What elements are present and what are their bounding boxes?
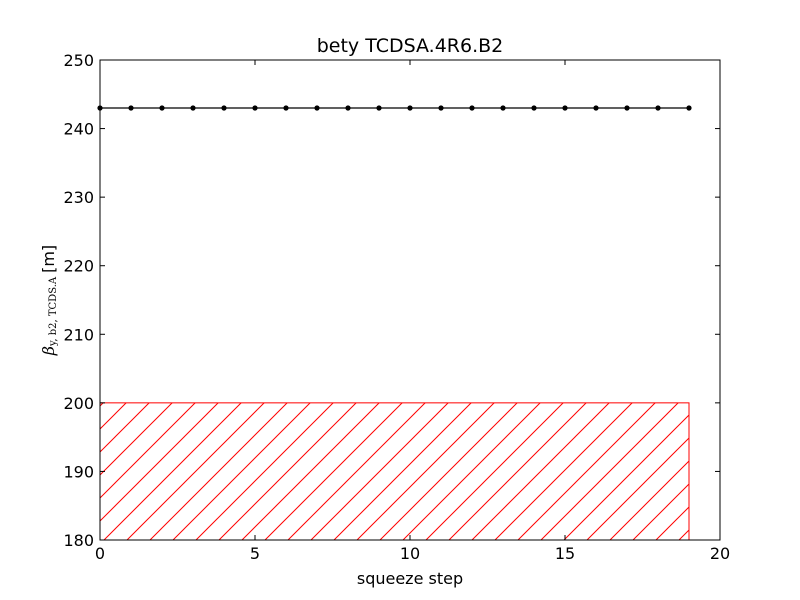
svg-text:βy, b2, TCDS.A[m]: βy, b2, TCDS.A [m] — [39, 245, 59, 356]
data-point — [159, 105, 165, 111]
x-tick-label: 5 — [250, 544, 260, 563]
data-point — [314, 105, 320, 111]
data-point — [531, 105, 537, 111]
data-point — [593, 105, 599, 111]
data-point — [128, 105, 134, 111]
data-point — [469, 105, 475, 111]
y-tick-label: 210 — [63, 325, 94, 344]
x-axis-label: squeeze step — [357, 569, 463, 588]
x-tick-label: 15 — [555, 544, 575, 563]
hatched-region — [100, 402, 690, 540]
y-tick-label: 240 — [63, 120, 94, 139]
y-tick-label: 180 — [63, 531, 94, 550]
y-tick-label: 200 — [63, 394, 94, 413]
data-point — [252, 105, 258, 111]
y-axis-label-symbol: β — [39, 346, 58, 356]
data-point — [221, 105, 227, 111]
x-tick-label: 0 — [95, 544, 105, 563]
data-point — [624, 105, 630, 111]
chart-title: bety TCDSA.4R6.B2 — [317, 35, 504, 57]
data-point — [655, 105, 661, 111]
y-axis-label-unit: [m] — [39, 245, 58, 273]
y-axis-label-subscript: y, b2, TCDS.A — [48, 276, 59, 347]
data-point — [562, 105, 568, 111]
y-tick-label: 250 — [63, 51, 94, 70]
x-tick-label: 10 — [400, 544, 420, 563]
y-axis-label: βy, b2, TCDS.A [m] — [39, 245, 59, 356]
data-point — [376, 105, 382, 111]
data-point — [345, 105, 351, 111]
y-tick-label: 230 — [63, 188, 94, 207]
data-point — [686, 105, 692, 111]
data-point — [500, 105, 506, 111]
data-point — [438, 105, 444, 111]
y-tick-label: 190 — [63, 462, 94, 481]
data-point — [190, 105, 196, 111]
plot-area: 0 5 10 15 20 180 190 200 210 220 230 240 250 — [63, 51, 730, 563]
x-tick-label: 20 — [710, 544, 730, 563]
data-point — [283, 105, 289, 111]
y-tick-label: 220 — [63, 257, 94, 276]
data-point — [407, 105, 413, 111]
